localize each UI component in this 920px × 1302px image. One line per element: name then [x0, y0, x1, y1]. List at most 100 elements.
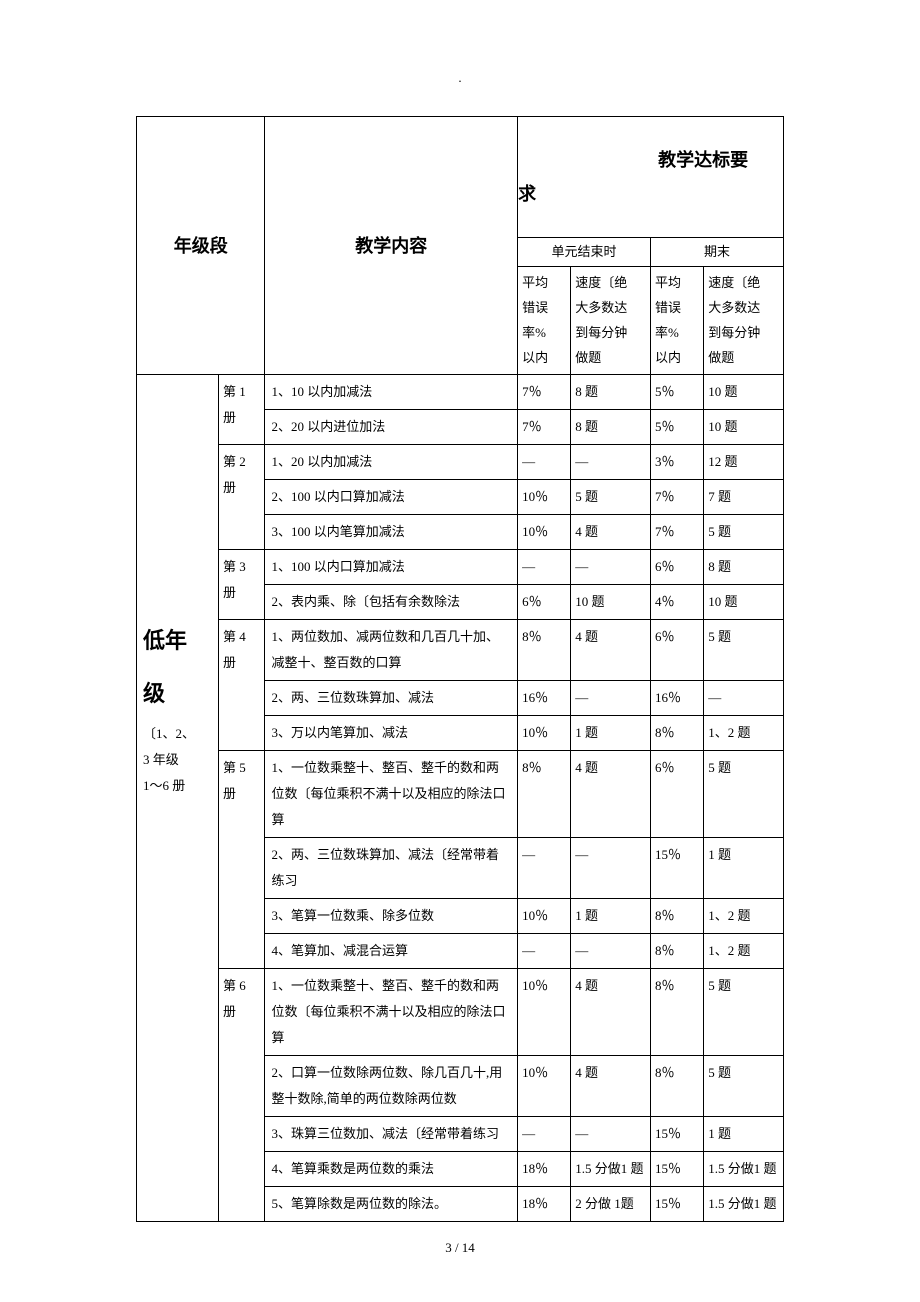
data-cell: 6％	[518, 585, 571, 620]
data-cell: 8 题	[704, 550, 784, 585]
data-cell: 10％	[518, 480, 571, 515]
content-cell: 4、笔算乘数是两位数的乘法	[265, 1152, 518, 1187]
data-cell: 5％	[651, 375, 704, 410]
data-cell: 2 分做 1题	[571, 1187, 651, 1222]
data-cell: 16％	[518, 681, 571, 716]
content-cell: 3、珠算三位数加、减法〔经常带着练习	[265, 1117, 518, 1152]
hdr-term-end: 期末	[651, 238, 784, 267]
grade-title-2: 级	[143, 681, 165, 706]
txt: 平均	[522, 275, 548, 290]
data-cell: —	[518, 838, 571, 899]
data-cell: 16％	[651, 681, 704, 716]
data-cell: 3％	[651, 445, 704, 480]
data-cell: 1、2 题	[704, 716, 784, 751]
data-cell: 18％	[518, 1187, 571, 1222]
data-cell: 10 题	[704, 585, 784, 620]
txt: 速度〔绝	[708, 275, 760, 290]
data-cell: 6％	[651, 620, 704, 681]
txt: 率%	[522, 325, 546, 340]
data-cell: 1、2 题	[704, 934, 784, 969]
hdr-teaching-content: 教学内容	[265, 117, 518, 375]
txt: 以内	[522, 350, 548, 365]
table-row: 第 6 册 1、一位数乘整十、整百、整千的数和两位数〔每位乘积不满十以及相应的除…	[137, 969, 784, 1056]
data-cell: 6％	[651, 751, 704, 838]
txt: 做题	[575, 350, 601, 365]
data-cell: —	[571, 838, 651, 899]
book-cell-4: 第 4 册	[218, 620, 265, 751]
main-table: 年级段 教学内容 教学达标要 求 单元结束时 期末 平均 错误 率% 以内 速度…	[136, 116, 784, 1222]
data-cell: 1.5 分做1 题	[571, 1152, 651, 1187]
content-cell: 1、20 以内加减法	[265, 445, 518, 480]
hdr-grade-stage: 年级段	[137, 117, 265, 375]
data-cell: 8 题	[571, 375, 651, 410]
txt: 以内	[655, 350, 681, 365]
hdr-req-line1: 教学达标要	[518, 143, 783, 177]
data-cell: 18％	[518, 1152, 571, 1187]
data-cell: 10％	[518, 515, 571, 550]
book-cell-6: 第 6 册	[218, 969, 265, 1222]
grade-title-1: 低年	[143, 628, 187, 653]
data-cell: 7％	[651, 480, 704, 515]
data-cell: —	[571, 445, 651, 480]
content-cell: 1、100 以内口算加减法	[265, 550, 518, 585]
data-cell: 8％	[651, 716, 704, 751]
data-cell: 8％	[651, 899, 704, 934]
hdr-teaching-requirement: 教学达标要 求	[518, 117, 784, 238]
book-cell-5: 第 5 册	[218, 751, 265, 969]
grade-sub-3: 1～6 册	[143, 778, 185, 793]
data-cell: 4 题	[571, 969, 651, 1056]
txt: 做题	[708, 350, 734, 365]
data-cell: 5 题	[704, 969, 784, 1056]
content-cell: 3、万以内笔算加、减法	[265, 716, 518, 751]
content-cell: 5、笔算除数是两位数的除法。	[265, 1187, 518, 1222]
data-cell: 1 题	[571, 899, 651, 934]
data-cell: 10％	[518, 716, 571, 751]
hdr-speed-2: 速度〔绝 大多数达 到每分钟 做题	[704, 267, 784, 375]
data-cell: 6％	[651, 550, 704, 585]
data-cell: 1.5 分做1 题	[704, 1187, 784, 1222]
data-cell: —	[571, 550, 651, 585]
data-cell: 8％	[651, 1056, 704, 1117]
page-footer: 3 / 14	[0, 1240, 920, 1256]
txt: 错误	[522, 300, 548, 315]
data-cell: 15％	[651, 838, 704, 899]
txt: 平均	[655, 275, 681, 290]
grade-sub-1: 〔1、2、	[143, 726, 195, 741]
data-cell: 4 题	[571, 1056, 651, 1117]
data-cell: 7％	[518, 410, 571, 445]
data-cell: 10％	[518, 969, 571, 1056]
txt: 大多数达	[575, 300, 627, 315]
hdr-avg-err-2: 平均 错误 率% 以内	[651, 267, 704, 375]
data-cell: 7％	[651, 515, 704, 550]
data-cell: 5％	[651, 410, 704, 445]
hdr-req-line2: 求	[518, 177, 783, 211]
data-cell: 7％	[518, 375, 571, 410]
data-cell: 5 题	[704, 620, 784, 681]
data-cell: 1 题	[704, 838, 784, 899]
txt: 速度〔绝	[575, 275, 627, 290]
data-cell: 1 题	[704, 1117, 784, 1152]
content-cell: 3、100 以内笔算加减法	[265, 515, 518, 550]
data-cell: 5 题	[704, 751, 784, 838]
data-cell: 10％	[518, 1056, 571, 1117]
data-cell: 15％	[651, 1117, 704, 1152]
content-cell: 1、10 以内加减法	[265, 375, 518, 410]
page-container: . 年级段 教学内容 教学达标要 求 单元结束时 期末 平均 错误 率% 以	[0, 0, 920, 1296]
data-cell: —	[571, 681, 651, 716]
data-cell: 8％	[518, 620, 571, 681]
content-cell: 2、两、三位数珠算加、减法	[265, 681, 518, 716]
data-cell: 12 题	[704, 445, 784, 480]
data-cell: 15％	[651, 1187, 704, 1222]
book-cell-2: 第 2 册	[218, 445, 265, 550]
data-cell: 4 题	[571, 515, 651, 550]
content-cell: 2、20 以内进位加法	[265, 410, 518, 445]
content-cell: 2、100 以内口算加减法	[265, 480, 518, 515]
data-cell: 4％	[651, 585, 704, 620]
data-cell: 8％	[518, 751, 571, 838]
content-cell: 3、笔算一位数乘、除多位数	[265, 899, 518, 934]
data-cell: —	[518, 1117, 571, 1152]
header-row-1: 年级段 教学内容 教学达标要 求	[137, 117, 784, 238]
table-row: 第 2 册 1、20 以内加减法 — — 3％ 12 题	[137, 445, 784, 480]
content-cell: 2、表内乘、除〔包括有余数除法	[265, 585, 518, 620]
data-cell: 5 题	[704, 1056, 784, 1117]
